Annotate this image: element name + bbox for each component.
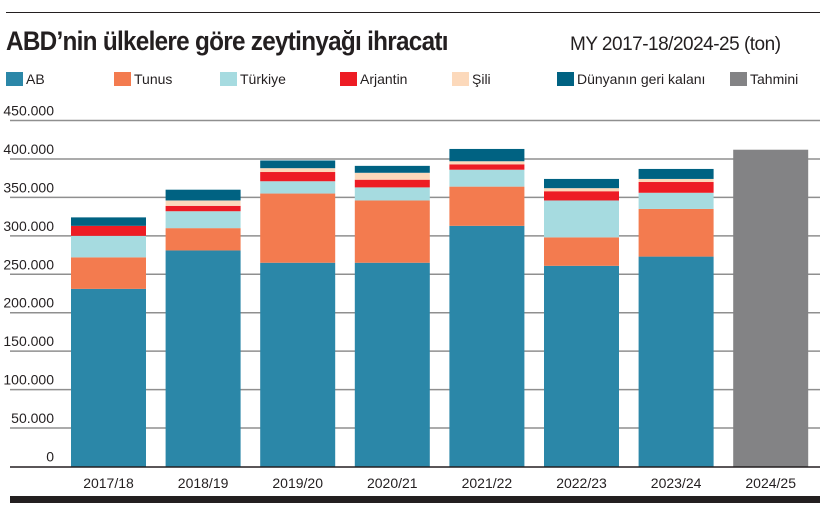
legend-swatch [340, 72, 357, 86]
bar-segment-şili-2021/22 [449, 161, 525, 165]
bar-segment-şili-2019/20 [260, 168, 336, 173]
legend-swatch [557, 72, 574, 86]
bar-segment-türkiye-2023/24 [638, 192, 714, 209]
bar-segment-ab-2019/20 [260, 262, 336, 467]
bar-segment-ab-2020/21 [354, 262, 430, 467]
x-tick-label: 2020/21 [367, 475, 418, 491]
bar-segment-türkiye-2020/21 [354, 187, 430, 201]
bar-segment-arjantin-2021/22 [449, 164, 525, 170]
y-tick-label: 0 [46, 449, 54, 465]
bar-segment-ab-2021/22 [449, 225, 525, 467]
x-tick-label: 2019/20 [272, 475, 323, 491]
bar-segment-arjantin-2020/21 [354, 179, 430, 188]
x-tick-label: 2017/18 [83, 475, 134, 491]
bar-segment-tunus-2018/19 [165, 228, 241, 251]
legend-swatch [452, 72, 469, 86]
bar-segment-arjantin-2022/23 [544, 191, 619, 201]
legend-swatch [114, 72, 131, 86]
y-tick-label: 150.000 [3, 333, 54, 349]
top-rule [6, 12, 820, 13]
x-tick-label: 2023/24 [651, 475, 702, 491]
legend-label: Arjantin [360, 71, 408, 87]
x-tick-label: 2024/25 [745, 475, 796, 491]
y-tick-label: 50.000 [11, 410, 54, 426]
y-tick-label: 100.000 [3, 372, 54, 388]
legend: AB Tunus Türkiye Arjantin Şili Dünyanın … [6, 71, 820, 89]
bar-segment-şili-2018/19 [165, 200, 241, 206]
bar-segment-şili-2023/24 [638, 178, 714, 183]
bottom-rule [10, 496, 820, 503]
bar-segment-ab-2017/18 [71, 288, 146, 467]
bar-segment-türkiye-2021/22 [449, 169, 525, 187]
y-tick-label: 350.000 [3, 179, 54, 195]
legend-swatch [6, 72, 23, 86]
bar-segment-arjantin-2019/20 [260, 172, 336, 182]
bar-segment-dünyanın-geri-kalanı-2020/21 [354, 165, 430, 173]
y-tick-label: 300.000 [3, 218, 54, 234]
legend-label: AB [26, 71, 45, 87]
bar-segment-dünyanın-geri-kalanı-2019/20 [260, 160, 336, 169]
legend-item-ab: AB [6, 71, 45, 87]
legend-label: Türkiye [240, 71, 286, 87]
legend-item-arjantin: Arjantin [340, 71, 407, 87]
x-tick-label: 2018/19 [178, 475, 229, 491]
legend-label: Tahmini [750, 71, 799, 87]
bar-segment-dünyanın-geri-kalanı-2017/18 [71, 217, 146, 226]
bar-segment-tunus-2019/20 [260, 193, 336, 263]
legend-item-dunya: Dünyanın geri kalanı [557, 71, 705, 87]
legend-label: Dünyanın geri kalanı [577, 71, 706, 87]
bar-segment-dünyanın-geri-kalanı-2022/23 [544, 178, 619, 189]
legend-label: Şili [472, 71, 491, 87]
legend-swatch [220, 72, 237, 86]
x-tick-label: 2021/22 [462, 475, 513, 491]
bar-segment-tunus-2020/21 [354, 200, 430, 263]
bar-segment-arjantin-2017/18 [71, 225, 146, 236]
chart-subtitle: MY 2017-18/2024-25 (ton) [570, 34, 781, 55]
bar-segment-dünyanın-geri-kalanı-2018/19 [165, 189, 241, 201]
y-tick-label: 200.000 [3, 295, 54, 311]
bar-segment-şili-2022/23 [544, 188, 619, 192]
legend-item-sili: Şili [452, 71, 491, 87]
bar-segment-tunus-2023/24 [638, 208, 714, 257]
legend-item-turkiye: Türkiye [220, 71, 286, 87]
bar-segment-türkiye-2019/20 [260, 181, 336, 194]
legend-item-tunus: Tunus [114, 71, 172, 87]
bar-segment-dünyanın-geri-kalanı-2023/24 [638, 168, 714, 179]
bar-segment-tahmini-2024/25 [733, 149, 809, 467]
bar-segment-tunus-2022/23 [544, 237, 619, 266]
bar-segment-türkiye-2022/23 [544, 200, 619, 238]
bar-segment-türkiye-2017/18 [71, 235, 146, 258]
bar-segment-ab-2018/19 [165, 250, 241, 467]
bar-segment-ab-2023/24 [638, 256, 714, 467]
bar-segment-dünyanın-geri-kalanı-2021/22 [449, 148, 525, 162]
bar-segment-türkiye-2018/19 [165, 211, 241, 229]
x-tick-label: 2022/23 [556, 475, 607, 491]
legend-label: Tunus [134, 71, 173, 87]
bar-segment-tunus-2017/18 [71, 257, 146, 289]
bar-segment-tunus-2021/22 [449, 186, 525, 226]
bar-segment-ab-2022/23 [544, 265, 619, 467]
legend-item-tahmini: Tahmini [730, 71, 798, 87]
chart-title: ABD’nin ülkelere göre zeytinyağı ihracat… [6, 26, 448, 56]
legend-swatch [730, 72, 747, 86]
y-tick-label: 450.000 [3, 103, 54, 119]
y-tick-label: 250.000 [3, 256, 54, 272]
bar-segment-şili-2020/21 [354, 172, 430, 180]
bar-segment-arjantin-2018/19 [165, 205, 241, 212]
bar-segment-arjantin-2023/24 [638, 182, 714, 193]
y-tick-label: 400.000 [3, 141, 54, 157]
